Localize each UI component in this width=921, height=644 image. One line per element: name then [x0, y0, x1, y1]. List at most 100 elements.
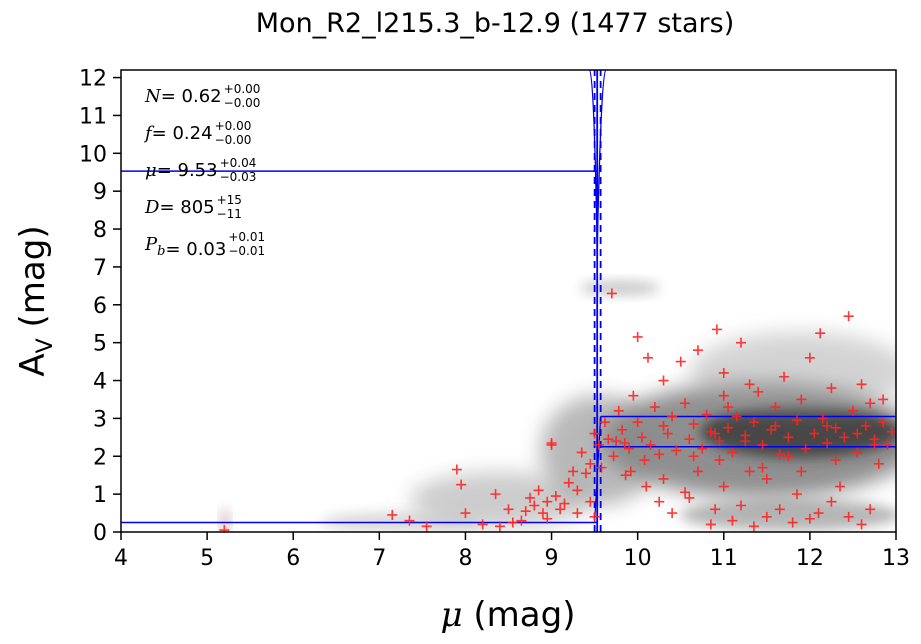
- star-point: [723, 422, 734, 433]
- star-point: [596, 462, 607, 473]
- star-point: [804, 352, 815, 363]
- star-point: [667, 508, 678, 519]
- star-point: [783, 451, 794, 462]
- annotation-name: D: [144, 197, 160, 218]
- star-point: [856, 519, 867, 530]
- star-point: [796, 394, 807, 405]
- y-tick-label: 0: [93, 521, 107, 546]
- star-point: [852, 447, 863, 458]
- x-axis: 4 5 6 7 8 9 10 11 12 13: [114, 532, 910, 571]
- star-point: [800, 443, 811, 454]
- y-tick-label: 1: [93, 483, 107, 508]
- y-tick-label: 3: [93, 407, 107, 432]
- x-tick-label: 5: [200, 546, 214, 571]
- star-point: [516, 515, 527, 526]
- star-point: [603, 434, 614, 445]
- star-point: [494, 521, 505, 532]
- star-point: [710, 504, 721, 515]
- star-point: [774, 504, 785, 515]
- star-point: [636, 432, 647, 443]
- star-point: [701, 409, 712, 420]
- star-point: [219, 525, 230, 532]
- star-point: [878, 394, 889, 405]
- star-point: [658, 420, 669, 431]
- star-point: [619, 438, 630, 449]
- fit-annotations: N= 0.62 +0.00−0.00f= 0.24 +0.00−0.00μ= 9.5…: [143, 82, 265, 260]
- annotation-name: N: [144, 86, 162, 107]
- star-point: [585, 458, 596, 469]
- star-point: [714, 436, 725, 447]
- star-point: [451, 464, 462, 475]
- chart-title: Mon_R2_l215.3_b-12.9 (1477 stars): [256, 8, 734, 39]
- x-tick-label: 7: [372, 546, 386, 571]
- star-point: [692, 466, 703, 477]
- star-point: [736, 500, 746, 511]
- star-point: [525, 492, 536, 503]
- star-point: [568, 466, 579, 477]
- annotation-lower-error: −0.01: [228, 244, 265, 258]
- annotation-value: = 0.62: [161, 86, 222, 107]
- star-point: [761, 473, 772, 484]
- x-axis-unit: (mag): [473, 595, 575, 635]
- star-point: [680, 398, 691, 409]
- annotation-name: P: [144, 234, 158, 255]
- density-blob-rise: [410, 472, 590, 528]
- star-point: [624, 443, 635, 454]
- star-point: [865, 398, 876, 409]
- x-tick-label: 6: [286, 546, 300, 571]
- star-point: [714, 455, 725, 466]
- annotation-upper-error: +0.00: [224, 82, 261, 96]
- star-point: [645, 439, 656, 450]
- star-point: [796, 466, 807, 477]
- annotation-upper-error: +0.04: [220, 156, 257, 170]
- star-point: [654, 449, 665, 460]
- star-point: [613, 405, 624, 416]
- star-point: [546, 439, 557, 450]
- star-point: [882, 439, 893, 450]
- star-point: [718, 390, 729, 401]
- star-point: [477, 519, 488, 530]
- star-point: [830, 455, 841, 466]
- star-point: [658, 375, 669, 386]
- annotation-upper-error: +0.00: [215, 119, 252, 133]
- star-point: [421, 521, 432, 532]
- star-point: [835, 481, 846, 492]
- star-point: [815, 328, 826, 339]
- star-point: [507, 517, 518, 528]
- plot-frame: [120, 69, 897, 533]
- annotation-lower-error: −0.00: [224, 96, 261, 110]
- star-point: [658, 473, 669, 484]
- annotation-3: μ= 9.53: [145, 160, 218, 181]
- star-point: [860, 420, 871, 431]
- star-point: [783, 432, 794, 443]
- star-point: [680, 487, 691, 498]
- star-point: [572, 485, 583, 496]
- star-point: [740, 436, 751, 447]
- star-point: [774, 449, 785, 460]
- density-blob-transition: [540, 395, 660, 505]
- star-point: [791, 415, 802, 426]
- star-point: [585, 496, 596, 507]
- x-tick-label: 13: [882, 546, 910, 571]
- star-point: [667, 411, 678, 422]
- annotation-upper-error: +15: [217, 193, 242, 207]
- star-point: [757, 462, 768, 473]
- star-point: [779, 371, 790, 382]
- star-point: [625, 466, 636, 477]
- star-point: [718, 367, 729, 378]
- star-point: [620, 470, 631, 481]
- annotation-value: = 805: [159, 197, 214, 218]
- y-tick-label: 8: [93, 218, 107, 243]
- star-point: [608, 451, 619, 462]
- star-point: [662, 428, 673, 439]
- y-axis-main: A: [13, 353, 53, 376]
- star-point: [555, 504, 566, 515]
- star-point: [843, 311, 854, 322]
- star-point: [826, 383, 837, 394]
- annotation-name-sub: b: [157, 244, 165, 259]
- y-axis-unit: (mag): [13, 225, 53, 327]
- star-point: [641, 481, 652, 492]
- density-blob-far: [221, 508, 229, 532]
- star-point: [643, 352, 653, 363]
